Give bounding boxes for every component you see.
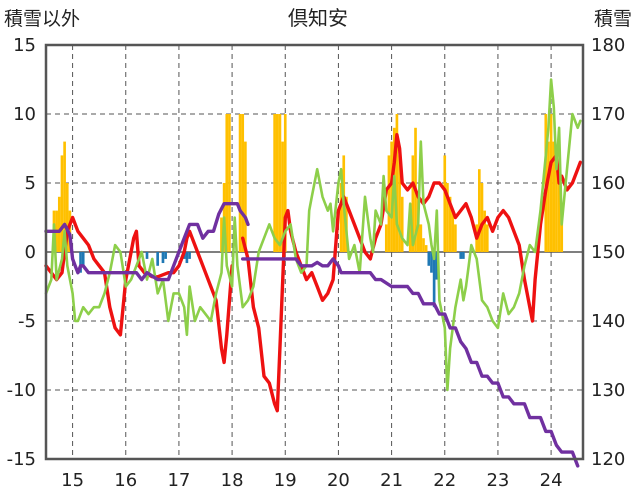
bar-positive: [448, 196, 452, 252]
line-series: [44, 78, 582, 468]
y-axis-right-title: 積雪: [594, 8, 632, 30]
bar-positive: [408, 210, 412, 252]
bar-positive: [560, 210, 564, 252]
bar-positive: [57, 196, 61, 252]
x-tick-label: 15: [61, 470, 84, 491]
bar-negative: [435, 252, 439, 280]
y-tick-label-left: -10: [7, 380, 36, 401]
bar-positive: [390, 141, 393, 252]
x-tick-label: 20: [327, 470, 350, 491]
bar-positive: [557, 183, 561, 252]
bar-positive: [483, 210, 486, 252]
bar-negative: [161, 252, 165, 264]
y-tick-label-left: 10: [13, 104, 36, 125]
y-tick-label-right: 120: [591, 449, 625, 470]
bar-positive: [555, 155, 558, 252]
bar-positive: [238, 114, 242, 252]
y-tick-label-right: 160: [591, 173, 625, 194]
x-tick-label: 17: [167, 470, 190, 491]
series-line-green: [44, 78, 582, 392]
bar-positive: [552, 141, 556, 252]
x-tick-label: 24: [540, 470, 563, 491]
series-line-purple: [241, 257, 580, 468]
bar-positive: [477, 169, 481, 252]
bar-positive: [395, 114, 399, 252]
bar-positive: [454, 224, 457, 252]
bar-negative: [462, 252, 465, 259]
tick-labels: 15 10 5 0 -5 -10 -15 180 170 160 150 140 130 120 15 16 1…: [7, 35, 626, 491]
bar-positive: [275, 114, 279, 252]
bar-positive: [419, 224, 423, 252]
bar-negative: [145, 252, 149, 259]
y-tick-label-right: 130: [591, 380, 625, 401]
bar-positive: [424, 245, 428, 252]
bar-positive: [339, 183, 343, 252]
x-tick-label: 16: [114, 470, 137, 491]
bar-positive: [244, 141, 247, 252]
y-tick-label-left: -5: [18, 311, 36, 332]
y-tick-label-left: 0: [25, 242, 36, 263]
bar-positive: [220, 217, 223, 252]
bar-positive: [451, 210, 455, 252]
bar-positive: [225, 114, 229, 252]
bar-positive: [443, 155, 447, 252]
bar-positive: [549, 114, 553, 252]
x-tick-label: 21: [380, 470, 403, 491]
series-line-red: [241, 133, 582, 413]
bar-negative: [188, 252, 191, 259]
bar-negative: [427, 252, 431, 266]
y-tick-label-right: 170: [591, 104, 625, 125]
plot-frame: [44, 43, 585, 461]
bar-positive: [400, 196, 404, 252]
y-tick-label-right: 150: [591, 242, 625, 263]
bar-negative: [430, 252, 433, 273]
bar-positive: [422, 238, 425, 252]
bar-positive: [384, 224, 388, 252]
bar-negative: [81, 252, 85, 266]
x-tick-label: 18: [221, 470, 244, 491]
bar-positive: [387, 155, 391, 252]
y-tick-label-left: 5: [25, 173, 36, 194]
plot-border: [44, 43, 585, 461]
x-tick-label: 19: [274, 470, 297, 491]
y-axis-left-title: 積雪以外: [4, 8, 80, 30]
y-tick-label-right: 180: [591, 35, 625, 56]
bar-negative: [79, 252, 82, 273]
y-tick-label-left: 15: [13, 35, 36, 56]
bar-positive: [60, 155, 64, 252]
y-tick-label-left: -15: [7, 449, 36, 470]
series-line-purple: [44, 202, 250, 282]
x-tick-label: 22: [433, 470, 456, 491]
bar-positive: [65, 183, 69, 252]
bar-negative: [185, 252, 189, 264]
bar-positive: [63, 141, 66, 252]
chart-title: 倶知安: [288, 6, 348, 30]
bar-positive: [446, 183, 449, 252]
bar-positive: [228, 114, 231, 252]
bar-negative: [164, 252, 167, 259]
bar-positive: [485, 224, 489, 252]
bar-negative: [156, 252, 159, 266]
bar-positive: [398, 155, 401, 252]
bar-positive: [283, 114, 287, 252]
bar-positive: [281, 141, 284, 252]
bar-positive: [547, 141, 550, 252]
bar-positive: [273, 114, 276, 252]
bar-positive: [480, 183, 484, 252]
x-tick-label: 23: [486, 470, 509, 491]
bar-positive: [278, 114, 282, 252]
bar-negative: [459, 252, 463, 259]
bar-positive: [411, 155, 415, 252]
series-line-red: [44, 215, 234, 365]
bar-negative: [432, 252, 436, 308]
bar-positive: [241, 114, 245, 252]
y-tick-label-right: 140: [591, 311, 625, 332]
